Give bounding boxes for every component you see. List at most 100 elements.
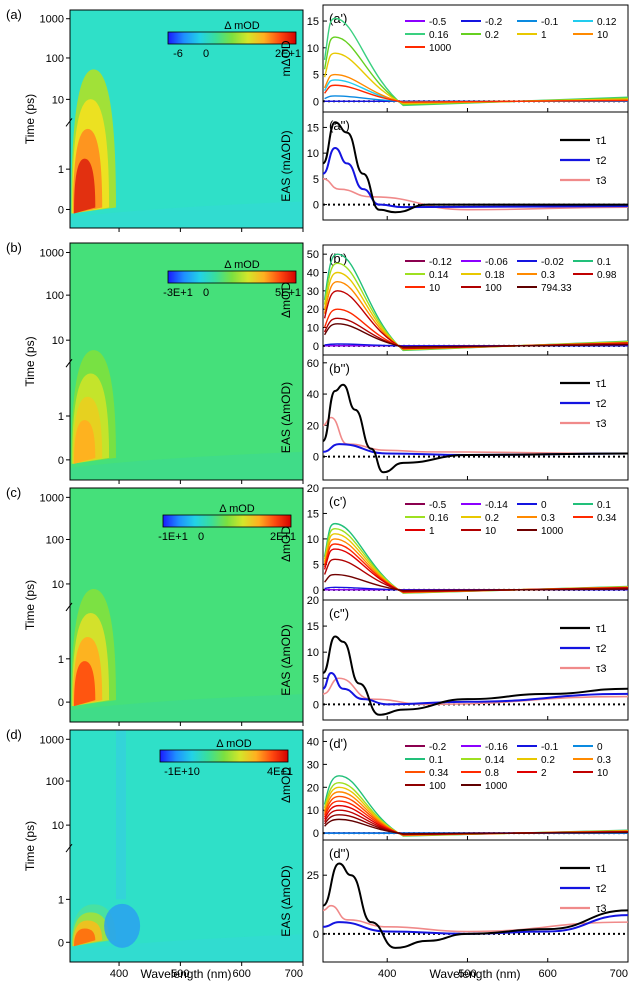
y-tick-label: 10 [307, 534, 319, 546]
legend-label: 100 [485, 283, 502, 294]
y-tick-label: 20 [307, 420, 319, 432]
x-tick-label: 400 [110, 968, 128, 980]
spectrum-line [323, 795, 629, 836]
eas-series-line-τ2 [322, 146, 629, 209]
eas-series-line-τ1 [322, 383, 629, 474]
legend-label: 1 [541, 30, 547, 41]
y-axis-label: mΔOD [279, 40, 293, 76]
legend-label: 0.14 [429, 270, 449, 281]
y-tick-label: 1 [58, 411, 64, 423]
legend-label: -0.2 [429, 742, 447, 753]
legend-label: 1000 [485, 781, 508, 792]
eas-series-line-τ1 [322, 635, 629, 716]
spectrum-line [323, 17, 629, 107]
panel-letter: (b) [6, 240, 22, 255]
spectrum-line [323, 786, 629, 837]
y-tick-label: 0 [313, 929, 319, 941]
legend-label: 0.12 [597, 17, 617, 28]
legend-label: 10 [597, 30, 609, 41]
spectrum-line [323, 791, 629, 836]
x-tick-label: 400 [378, 968, 396, 980]
legend-label: τ2 [596, 883, 606, 895]
spectrum-line [324, 343, 629, 347]
legend-label: 0.16 [429, 513, 449, 524]
y-tick-label: 15 [307, 621, 319, 633]
positive-band [73, 661, 96, 707]
colorbar-tick-label: -1E+1 [158, 531, 188, 543]
spectra-panel-4: 0 5 10 15 20 ΔmOD (c') -0.5 -0.14 0 0.1 0.16 0.2 0.3 0… [279, 483, 629, 601]
negative-streak [115, 730, 126, 900]
x-axis-label-left: Wavelength (nm) [141, 967, 232, 981]
y-axis-label: EAS (ΔmOD) [279, 382, 293, 453]
legend-label: 0.34 [597, 513, 617, 524]
y-axis-label: ΔmOD [279, 526, 293, 562]
legend-label: 794.33 [541, 283, 572, 294]
eas-series-line-τ3 [322, 904, 629, 933]
legend-label: τ1 [596, 863, 606, 875]
colorbar [167, 31, 297, 45]
y-tick-label: 60 [307, 358, 319, 370]
colorbar-title: Δ mOD [219, 503, 255, 515]
eas-series-line-τ2 [322, 672, 629, 706]
y-tick-label: 15 [307, 16, 319, 28]
y-tick-label: 10 [307, 148, 319, 160]
y-tick-label: 100 [46, 776, 64, 788]
legend-label: -0.2 [485, 17, 503, 28]
heatmap-frame [69, 9, 304, 229]
x-tick-label: 700 [285, 968, 303, 980]
colorbar-tick-label: 0 [203, 287, 209, 299]
spectrum-line [324, 95, 629, 103]
spectrum-line [323, 533, 629, 594]
legend-label: 1000 [429, 43, 452, 54]
legend-label: -0.16 [485, 742, 508, 753]
y-tick-label: 10 [307, 43, 319, 55]
spectrum-line [323, 538, 629, 594]
legend-label: τ1 [596, 623, 606, 635]
spectrum-line [324, 573, 629, 592]
x-tick-label: 500 [458, 968, 476, 980]
legend-label: 0.18 [485, 270, 505, 281]
x-tick-label: 600 [539, 968, 557, 980]
x-tick-label: 600 [233, 968, 251, 980]
heatmap-image [70, 10, 303, 228]
y-tick-label: 20 [307, 483, 319, 495]
y-tick-label: 5 [313, 174, 319, 186]
panel-letter: (d') [329, 736, 347, 751]
y-tick-label: 25 [307, 870, 319, 882]
y-tick-label: 0 [313, 452, 319, 464]
colorbar-tick-label: 4E+1 [267, 766, 293, 778]
legend-label: -0.1 [541, 742, 559, 753]
panel-letter: (d'') [329, 846, 350, 861]
axis-break-mark [65, 602, 73, 612]
spectrum-line [323, 253, 629, 352]
legend-label: τ1 [596, 135, 606, 147]
colorbar-tick-label: 0 [203, 48, 209, 60]
y-tick-label: 10 [52, 335, 64, 347]
colorbar [159, 749, 289, 763]
panel-letter: (a) [6, 7, 22, 22]
legend-label: τ1 [596, 378, 606, 390]
y-tick-label: 0 [313, 585, 319, 597]
legend-label: 2 [541, 768, 547, 779]
y-tick-label: 30 [307, 286, 319, 298]
legend-label: 10 [429, 283, 441, 294]
y-tick-label: 0 [58, 204, 64, 216]
colorbar [162, 514, 292, 528]
negative-band [104, 903, 141, 948]
y-tick-label: 0 [58, 937, 64, 949]
y-tick-label: 40 [307, 389, 319, 401]
axis-break-mark [65, 118, 73, 127]
y-tick-label: 1000 [40, 14, 64, 26]
legend-label: τ3 [596, 418, 606, 430]
colorbar-tick-label: -6 [173, 48, 183, 60]
y-tick-label: 20 [307, 595, 319, 607]
y-axis-label: EAS (ΔmOD) [279, 865, 293, 936]
spectrum-line [323, 280, 629, 350]
y-tick-label: 100 [46, 53, 64, 65]
y-tick-label: 100 [46, 290, 64, 302]
legend-label: 0 [597, 742, 603, 753]
legend-label: -0.06 [485, 257, 508, 268]
panel-letter: (b') [329, 251, 347, 266]
